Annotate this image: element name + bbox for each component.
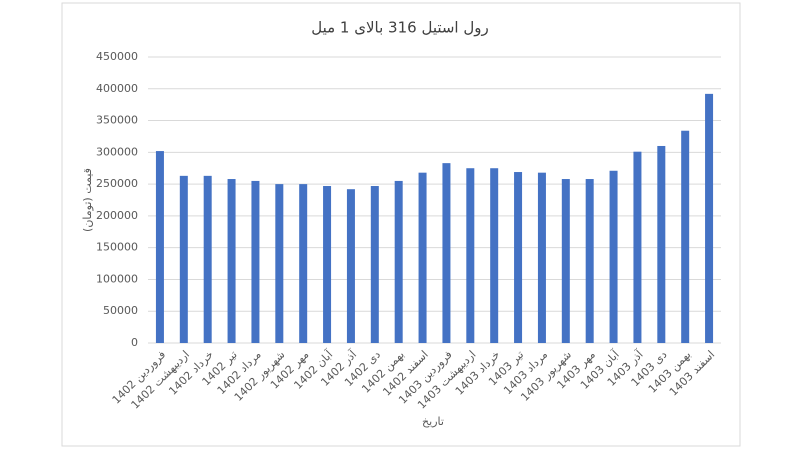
bar [203, 175, 212, 343]
y-tick-label: 450000 [96, 50, 138, 63]
bar [155, 151, 164, 343]
bar [514, 172, 523, 343]
y-tick-label: 0 [131, 336, 138, 349]
y-tick-label: 350000 [96, 114, 138, 127]
y-tick-label: 400000 [96, 82, 138, 95]
bar [418, 172, 427, 343]
bar [394, 180, 403, 343]
bar [561, 179, 570, 343]
bar [442, 163, 451, 343]
y-tick-label: 200000 [96, 209, 138, 222]
bar [346, 189, 355, 343]
y-tick-label: 250000 [96, 177, 138, 190]
bar [705, 93, 714, 344]
y-tick-label: 300000 [96, 145, 138, 158]
x-axis-label: تاریخ [422, 415, 444, 428]
bar [466, 168, 475, 343]
bar [275, 184, 284, 343]
y-axis-label: قیمت (تومان) [81, 168, 94, 232]
y-tick-label: 150000 [96, 241, 138, 254]
chart-title: رول استیل 316 بالای 1 میل [311, 19, 489, 37]
bar [370, 186, 379, 343]
bar [323, 186, 332, 343]
bar [299, 184, 308, 343]
bar [490, 168, 499, 343]
bar [609, 170, 618, 343]
bar [251, 180, 260, 343]
bar [681, 130, 690, 343]
bar [633, 151, 642, 343]
y-tick-label: 50000 [103, 304, 138, 317]
bar [179, 175, 188, 343]
bar [227, 179, 236, 343]
bar [585, 179, 594, 343]
bar [657, 145, 666, 343]
y-tick-label: 100000 [96, 272, 138, 285]
bar [537, 172, 546, 343]
